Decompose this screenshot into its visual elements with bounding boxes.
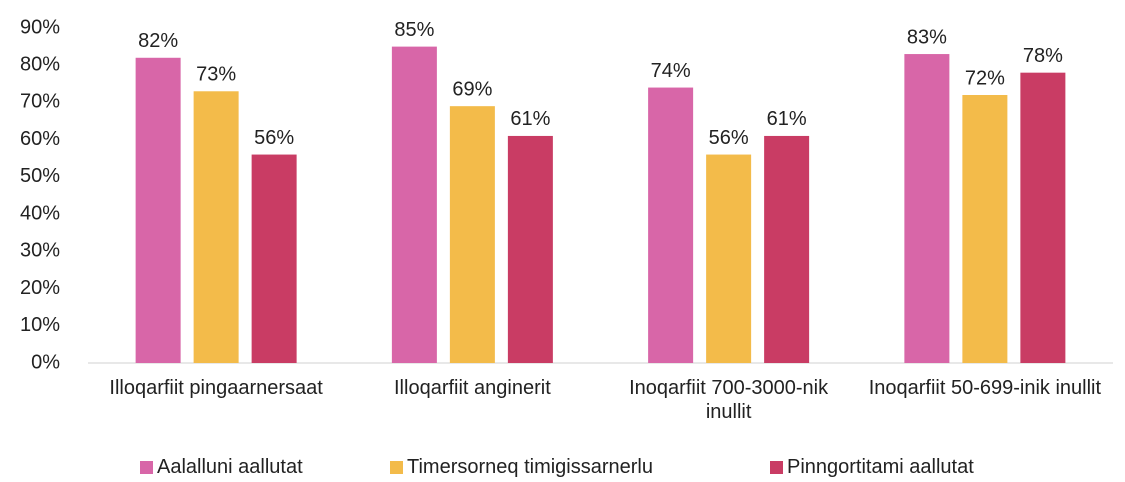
value-label: 56% [709, 127, 749, 149]
value-label: 73% [196, 64, 236, 86]
bar [706, 154, 752, 363]
value-label: 69% [452, 78, 492, 100]
y-tick-label: 90% [20, 16, 60, 38]
y-tick-label: 70% [20, 91, 60, 113]
legend-label: Timersorneq timigissarnerlu [407, 456, 653, 478]
legend-swatch [140, 461, 153, 474]
value-label: 61% [510, 108, 550, 130]
y-tick-label: 80% [20, 54, 60, 76]
legend-swatch [770, 461, 783, 474]
bar [507, 135, 553, 363]
legend-item: Pinngortitami aallutat [770, 456, 974, 479]
value-label: 82% [138, 30, 178, 52]
x-tick-label: Illoqarfiit pingaarnersaat [109, 377, 323, 399]
y-tick-label: 10% [20, 314, 60, 336]
value-label: 56% [254, 127, 294, 149]
y-tick-label: 0% [31, 351, 60, 373]
bar [648, 87, 694, 364]
bar [135, 57, 181, 364]
value-label: 78% [1023, 45, 1063, 67]
bar [764, 135, 810, 363]
x-tick-label: Illoqarfiit anginerit [394, 377, 551, 399]
x-tick-label: Inoqarfiit 700-3000-nik inullit [629, 377, 829, 423]
bar [449, 106, 495, 364]
legend-label: Pinngortitami aallutat [787, 456, 974, 478]
y-tick-label: 40% [20, 202, 60, 224]
bar [1020, 72, 1066, 364]
legend-item: Timersorneq timigissarnerlu [390, 456, 653, 479]
legend-swatch [390, 461, 403, 474]
y-tick-label: 60% [20, 128, 60, 150]
legend-item: Aalalluni aallutat [140, 456, 303, 479]
y-tick-label: 50% [20, 165, 60, 187]
bar [904, 54, 950, 364]
value-label: 72% [965, 67, 1005, 89]
bar [391, 46, 437, 363]
value-label: 74% [651, 60, 691, 82]
y-tick-label: 20% [20, 277, 60, 299]
bar [962, 95, 1008, 363]
value-label: 61% [767, 108, 807, 130]
bar [193, 91, 239, 364]
legend-label: Aalalluni aallutat [157, 456, 303, 478]
x-tick-label: Inoqarfiit 50-699-inik inullit [868, 377, 1102, 399]
value-label: 85% [394, 19, 434, 41]
y-tick-label: 30% [20, 240, 60, 262]
bar [251, 154, 297, 363]
value-label: 83% [907, 26, 947, 48]
